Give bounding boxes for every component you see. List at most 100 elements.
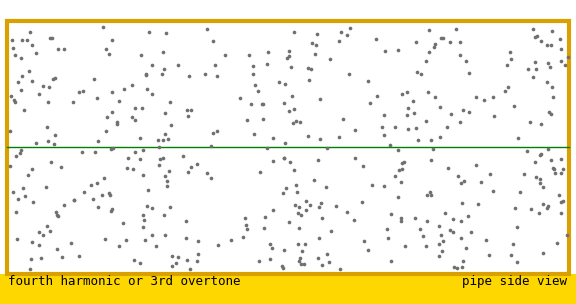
Point — [294, 258, 304, 263]
Point — [315, 137, 324, 142]
Point — [508, 241, 517, 246]
Point — [25, 29, 35, 34]
Point — [156, 157, 165, 162]
Point — [171, 260, 180, 265]
Point — [455, 119, 464, 124]
Point — [386, 143, 395, 147]
Point — [89, 76, 98, 81]
Point — [290, 202, 299, 207]
Point — [183, 114, 192, 119]
Point — [42, 124, 51, 129]
Point — [290, 167, 299, 172]
Point — [542, 80, 551, 85]
Point — [412, 40, 421, 44]
Point — [562, 233, 571, 238]
Point — [457, 218, 466, 223]
Point — [106, 146, 115, 151]
Point — [122, 166, 131, 171]
Point — [268, 136, 278, 141]
Point — [128, 167, 138, 171]
Point — [393, 195, 403, 199]
Point — [506, 50, 515, 55]
Point — [52, 212, 61, 217]
Point — [444, 166, 453, 171]
Point — [536, 177, 545, 181]
Point — [202, 171, 211, 175]
Point — [135, 136, 145, 140]
Point — [69, 99, 78, 104]
Point — [544, 147, 553, 151]
Point — [488, 188, 498, 193]
Point — [447, 112, 456, 116]
Point — [351, 128, 360, 133]
Point — [154, 144, 164, 149]
Point — [506, 253, 516, 258]
Point — [241, 216, 250, 220]
Point — [564, 55, 573, 60]
Point — [203, 27, 212, 32]
Point — [471, 162, 480, 167]
Point — [380, 183, 389, 188]
Point — [309, 178, 319, 182]
Point — [296, 213, 305, 218]
Point — [307, 40, 316, 45]
Point — [26, 257, 36, 262]
Point — [87, 182, 96, 187]
Point — [279, 156, 288, 161]
Point — [421, 243, 430, 248]
Point — [287, 93, 297, 98]
Point — [123, 155, 132, 160]
Point — [266, 257, 275, 261]
Point — [127, 115, 137, 119]
Point — [556, 211, 566, 216]
Point — [173, 255, 183, 260]
Point — [530, 59, 540, 64]
Point — [28, 167, 37, 171]
Point — [160, 213, 169, 218]
Point — [141, 237, 150, 242]
Point — [18, 185, 28, 190]
Point — [410, 110, 419, 115]
Point — [105, 192, 115, 197]
Point — [344, 71, 354, 76]
Point — [303, 133, 312, 138]
Point — [155, 163, 164, 168]
Point — [50, 133, 59, 138]
Point — [285, 109, 294, 114]
Point — [163, 136, 172, 141]
Point — [422, 58, 431, 63]
Point — [436, 233, 445, 237]
Point — [467, 230, 476, 235]
Point — [456, 235, 465, 240]
Point — [162, 30, 171, 35]
Point — [97, 193, 107, 198]
Point — [393, 147, 403, 152]
Point — [288, 121, 297, 126]
Point — [130, 117, 139, 122]
Point — [380, 113, 389, 118]
Point — [285, 54, 294, 58]
Point — [438, 249, 447, 254]
Point — [472, 95, 481, 100]
Point — [559, 199, 568, 204]
Point — [51, 210, 60, 215]
Point — [130, 257, 139, 262]
Point — [556, 200, 565, 205]
Point — [304, 66, 313, 71]
Point — [397, 166, 407, 171]
Point — [462, 245, 471, 250]
Point — [557, 59, 566, 64]
Point — [331, 203, 340, 208]
Point — [372, 37, 381, 42]
Point — [254, 259, 263, 264]
Point — [104, 191, 113, 196]
Point — [115, 99, 124, 104]
Point — [100, 237, 109, 242]
Point — [258, 116, 267, 121]
Point — [346, 25, 355, 30]
Point — [430, 42, 439, 47]
Point — [323, 251, 332, 256]
Point — [434, 241, 444, 246]
Point — [166, 123, 176, 127]
Point — [410, 216, 419, 220]
